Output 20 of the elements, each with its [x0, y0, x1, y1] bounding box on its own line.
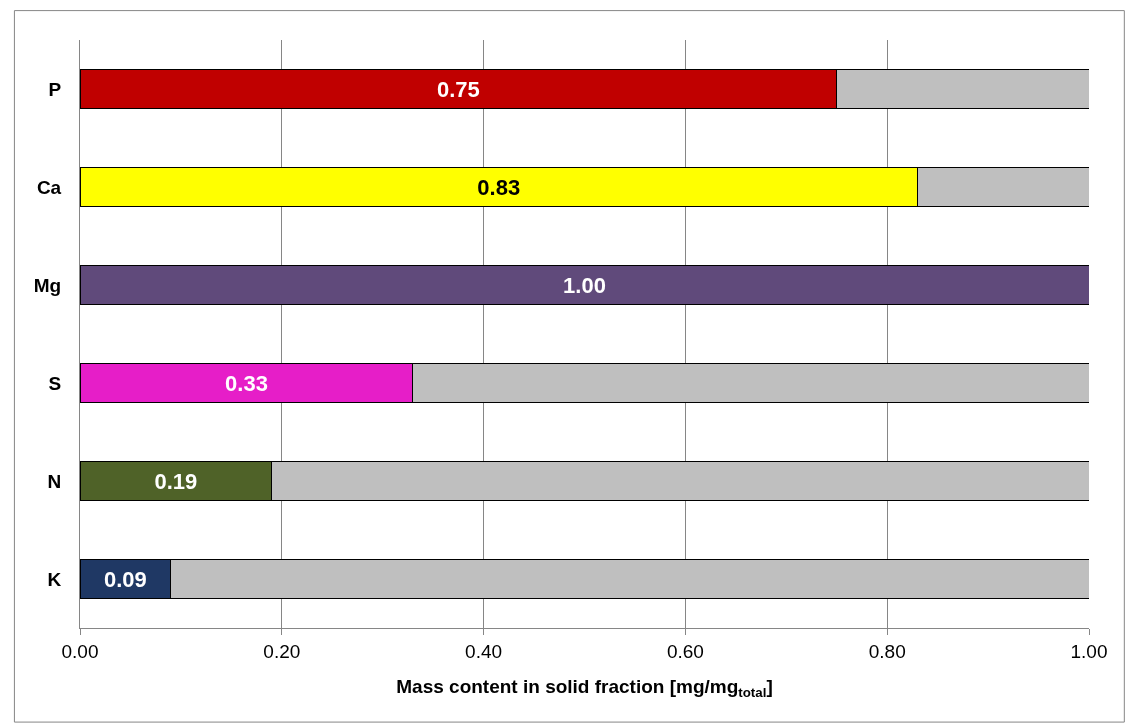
- x-tick-label: 0.80: [868, 640, 906, 662]
- y-tick-label: Ca: [36, 176, 62, 198]
- data-label: 0.09: [103, 566, 147, 592]
- x-tick-label: 0.60: [666, 640, 704, 662]
- data-label: 0.33: [225, 370, 268, 396]
- x-tick-label: 0.40: [465, 640, 503, 662]
- y-tick-label: K: [47, 568, 62, 590]
- x-tick-label: 1.00: [1070, 640, 1108, 662]
- data-label: 0.75: [436, 76, 480, 102]
- y-tick-label: N: [47, 470, 62, 492]
- data-label: 0.83: [477, 174, 521, 200]
- x-tick-label: 0.20: [263, 640, 301, 662]
- y-tick-label: P: [48, 78, 62, 100]
- data-label: 0.19: [154, 468, 198, 494]
- y-tick-label: Mg: [33, 274, 62, 296]
- x-axis-title: Mass content in solid fraction [mg/mg$_{total}$]: [396, 675, 773, 700]
- data-label: 1.00: [563, 272, 606, 298]
- y-tick-label: S: [48, 372, 62, 394]
- bar: [80, 264, 1089, 306]
- x-tick-label: 0.00: [61, 640, 99, 662]
